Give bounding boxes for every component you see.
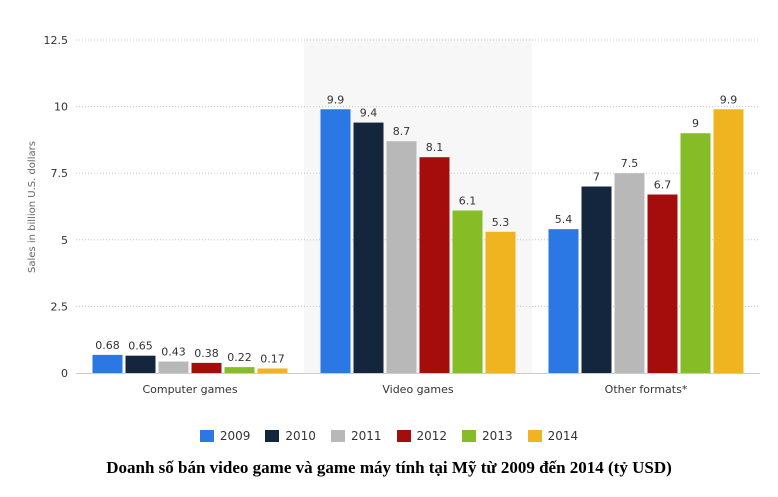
x-category-label: Computer games [142,383,237,396]
data-label: 0.38 [194,347,219,360]
bar-2009 [320,109,351,373]
data-label: 6.1 [459,194,477,207]
grid-lines [76,39,760,307]
data-label: 0.65 [128,340,153,353]
bar-2009 [548,229,579,373]
bar-2012 [419,157,450,373]
legend-label: 2010 [285,429,316,443]
data-label: 9.9 [327,93,345,106]
bar-2009 [92,354,123,373]
data-label: 7.5 [621,157,639,170]
legend-label: 2014 [547,429,579,443]
data-label: 0.17 [260,352,285,365]
data-label: 9 [692,117,699,130]
data-label: 0.22 [227,351,252,364]
legend-item-2011[interactable]: 2011 [330,429,382,443]
legend-item-2014[interactable]: 2014 [527,429,579,443]
bar-2013 [224,367,255,373]
x-category-label: Other formats* [605,383,688,396]
y-tick-label: 10 [54,101,68,114]
legend-label: 2011 [350,429,382,443]
bars [92,109,744,373]
y-tick-label: 7.5 [51,167,69,180]
data-label: 0.43 [161,346,186,359]
data-label: 8.1 [426,141,444,154]
bar-2012 [647,194,678,373]
y-axis-title: Sales in billion U.S. dollars [27,141,38,273]
data-label: 7 [593,171,600,184]
bar-2014 [713,109,744,373]
y-tick-label: 2.5 [51,300,69,313]
data-labels: 0.68 0.65 0.43 0.38 0.22 0.17 9.9 9.4 8.7 8.1 6.1 5… [95,93,737,365]
bar-2011 [158,361,189,373]
data-label: 5.4 [555,213,573,226]
data-label: 5.3 [492,216,510,229]
data-label: 9.4 [360,107,378,120]
legend-swatch [265,430,280,442]
data-label: 0.68 [95,339,120,352]
bar-2011 [614,173,645,373]
bar-2010 [581,186,612,373]
bar-2010 [125,355,156,373]
legend-swatch [527,430,542,442]
legend-item-2012[interactable]: 2012 [396,429,448,443]
legend-swatch [462,430,477,442]
legend-label: 2013 [482,429,513,443]
legend-label: 2009 [219,429,251,443]
legend-swatch [396,430,411,442]
data-label: 6.7 [654,179,672,192]
chart-caption: Doanh số bán video game và game máy tính… [106,458,672,477]
x-category-label: Video games [382,383,454,396]
bar-2014 [257,368,288,373]
bar-2011 [386,141,417,373]
legend-swatch [330,430,345,442]
bar-chart: 0.68 0.65 0.43 0.38 0.22 0.17 9.9 9.4 8.7 8.1 6.1 5… [27,34,760,396]
legend-swatch [199,430,214,442]
bar-2013 [452,210,483,373]
legend: 2009 2010 2011 2012 2013 2014 [0,429,778,443]
y-tick-label: 12.5 [44,34,69,47]
bar-2014 [485,231,516,373]
y-tick-label: 5 [61,234,68,247]
bar-2010 [353,122,384,373]
y-tick-label: 0 [61,367,68,380]
data-label: 8.7 [393,125,411,138]
legend-label: 2012 [416,429,448,443]
bar-2012 [191,362,222,373]
legend-item-2009[interactable]: 2009 [199,429,251,443]
legend-item-2013[interactable]: 2013 [462,429,513,443]
axes: 0 2.5 5 7.5 10 12.5 Computer games Video games O… [44,34,760,396]
data-label: 9.9 [720,93,738,106]
legend-item-2010[interactable]: 2010 [265,429,316,443]
bar-2013 [680,133,711,373]
